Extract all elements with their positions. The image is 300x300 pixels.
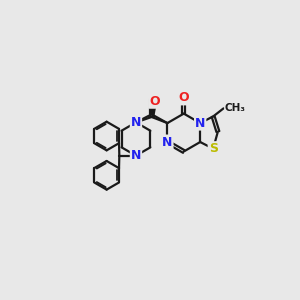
Text: O: O	[178, 92, 189, 104]
Text: CH₃: CH₃	[225, 103, 246, 113]
Text: N: N	[162, 136, 172, 148]
Text: O: O	[149, 95, 160, 108]
Text: S: S	[208, 142, 217, 155]
Text: N: N	[195, 117, 206, 130]
Text: N: N	[131, 149, 141, 162]
Text: N: N	[131, 116, 141, 129]
